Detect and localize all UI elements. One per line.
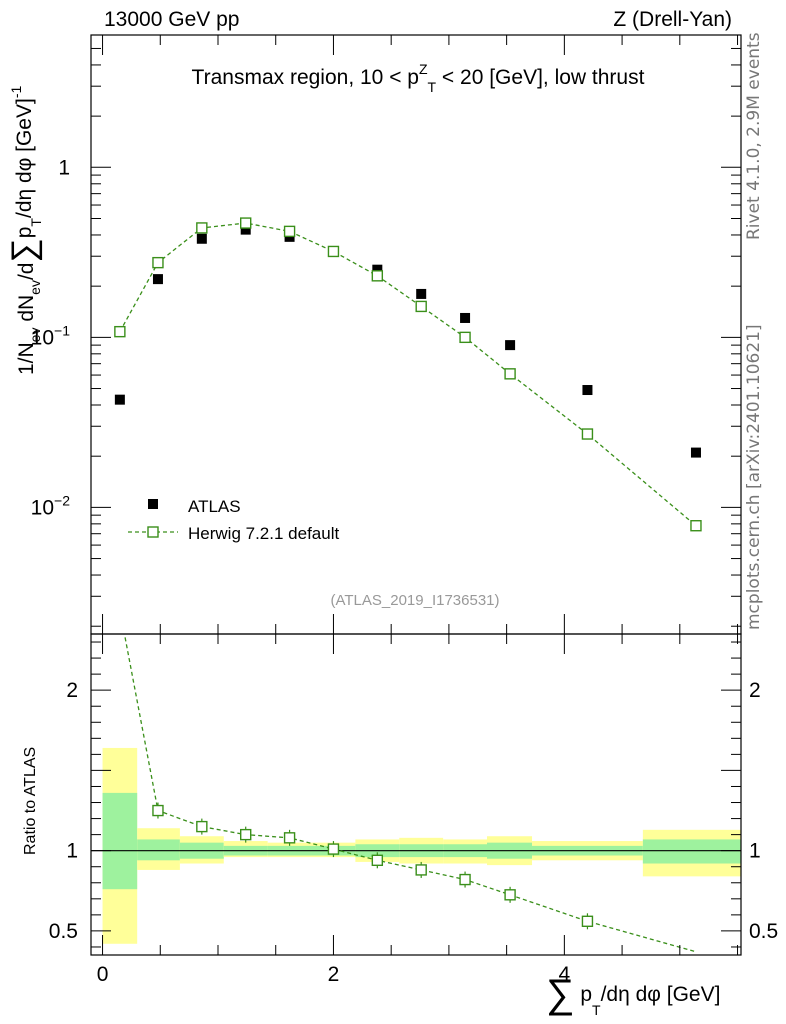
atlas-point-0 xyxy=(114,394,125,405)
ratio-ytick-label-right: 0.5 xyxy=(749,920,778,943)
uncertainty-bands xyxy=(102,747,741,944)
atlas-point-1 xyxy=(152,274,163,285)
ratio-point-8 xyxy=(459,873,471,886)
mc-point-5 xyxy=(327,245,340,258)
atlas-point-7 xyxy=(416,288,427,299)
ratio-point-10 xyxy=(581,915,594,927)
atlas-point-11 xyxy=(690,447,701,458)
ratio-ytick-label-right: 1 xyxy=(749,840,761,863)
ratio-point-9 xyxy=(504,889,516,901)
mc-point-0 xyxy=(114,325,126,338)
band-inner-1 xyxy=(137,839,180,861)
ratio-mc-line xyxy=(123,634,697,953)
mc-point-7 xyxy=(415,300,427,313)
main-y-axis-label: 1/Nev dNev/d∑pT/dη dφ [GeV]-1 xyxy=(5,85,44,375)
ratio-lines xyxy=(91,634,741,953)
ratio-point-1 xyxy=(152,804,164,817)
xtick-label: 0 xyxy=(97,963,109,986)
mc-point-3 xyxy=(240,217,252,229)
mc-point-6 xyxy=(371,270,384,282)
data-points xyxy=(114,217,702,930)
mc-point-1 xyxy=(152,256,164,269)
legend-atlas-label: ATLAS xyxy=(188,497,241,516)
main-frame xyxy=(90,34,742,635)
header-channel: Z (Drell-Yan) xyxy=(613,8,732,31)
ratio-point-7 xyxy=(415,864,427,876)
atlas-point-3 xyxy=(240,224,251,235)
main-ytick-label: 10−2 xyxy=(31,492,71,519)
band-inner-0 xyxy=(102,792,138,890)
ratio-ytick-label-right: 2 xyxy=(749,679,761,702)
atlas-point-9 xyxy=(505,340,516,351)
mc-point-10 xyxy=(581,428,594,440)
ratio-frame xyxy=(90,633,742,956)
xtick-label: 2 xyxy=(328,963,340,986)
main-title: Transmax region, 10 < pZT < 20 [GeV], lo… xyxy=(192,61,645,95)
atlas-point-2 xyxy=(196,233,207,244)
atlas-point-6 xyxy=(372,264,383,275)
ratio-point-2 xyxy=(196,820,208,833)
ratio-point-4 xyxy=(283,832,296,844)
ratio-ytick-label-left: 2 xyxy=(66,679,78,702)
mc-line xyxy=(119,222,697,527)
ratio-point-6 xyxy=(371,854,384,867)
main-ytick-label: 1 xyxy=(58,156,70,179)
ratio-point-5 xyxy=(327,843,340,855)
legend-mc-marker xyxy=(147,526,159,538)
ratio-ytick-label-left: 0.5 xyxy=(49,920,78,943)
axis-text: 10−2 10−1 1 0.5 0.5 1 1 2 2 0 2 4 Transmax region, 1… xyxy=(5,61,778,1018)
mc-point-11 xyxy=(690,520,702,532)
legend-atlas-marker xyxy=(148,499,158,509)
main-mc-line xyxy=(119,222,697,527)
atlas-point-8 xyxy=(460,312,471,323)
xtick-label: 4 xyxy=(559,963,571,986)
mc-point-8 xyxy=(459,331,471,344)
mc-point-2 xyxy=(196,222,208,234)
x-axis-label: ∑ pT/dη dφ [GeV] xyxy=(546,972,720,1018)
axes xyxy=(90,34,742,956)
legend-mc-label: Herwig 7.2.1 default xyxy=(188,524,339,543)
main-ytick-label: 10−1 xyxy=(31,322,71,349)
band-inner-11 xyxy=(642,839,741,864)
atlas-point-10 xyxy=(582,385,593,396)
mc-point-4 xyxy=(283,225,296,238)
mc-point-9 xyxy=(504,368,516,380)
analysis-id-annotation: (ATLAS_2019_I1736531) xyxy=(330,592,499,609)
ratio-ytick-label-left: 1 xyxy=(66,840,78,863)
ratio-point-3 xyxy=(240,828,252,841)
header-process: 13000 GeV pp xyxy=(104,8,240,31)
